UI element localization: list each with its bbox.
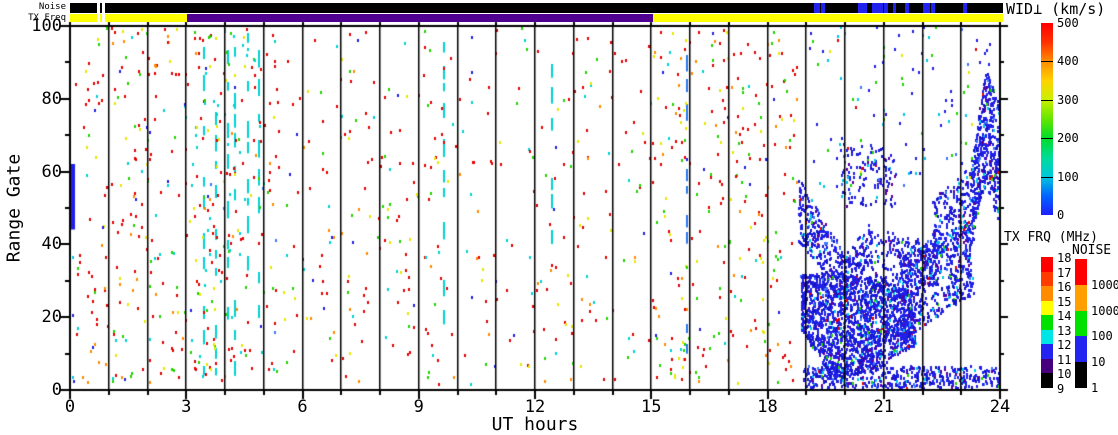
y-tick-label: 60 xyxy=(41,161,62,182)
x-tick-label: 12 xyxy=(524,397,546,417)
noise-strip-segment xyxy=(857,3,867,13)
noise-strip-segment xyxy=(922,3,930,13)
txfrq-tick-label: 15 xyxy=(1057,294,1072,309)
txfrq-colorbar-segment xyxy=(1041,358,1053,374)
txfrq-tick-label: 16 xyxy=(1057,280,1072,295)
wid-tick-label: 100 xyxy=(1057,169,1079,184)
txfrq-colorbar xyxy=(1041,257,1053,388)
x-tick-label: 24 xyxy=(989,397,1011,417)
txfrq-tick-label: 13 xyxy=(1057,323,1072,338)
noise-colorbar-segment xyxy=(1075,284,1087,311)
y-tick-label: 20 xyxy=(41,307,62,328)
noise-strip-segment xyxy=(892,3,897,13)
txfreq-strip-label: TX Freq xyxy=(28,13,66,23)
x-tick-label: 3 xyxy=(181,397,192,417)
noise-strip-gap xyxy=(97,3,100,13)
wid-colorbar-divider xyxy=(1041,99,1053,101)
noise-colorbar-segment xyxy=(1075,259,1087,285)
txfrq-colorbar-segment xyxy=(1041,271,1053,287)
txfrq-tick-label: 17 xyxy=(1057,265,1072,280)
y-tick-label: 40 xyxy=(41,234,62,255)
wid-colorbar-divider xyxy=(1041,176,1053,178)
noise-strip-segment xyxy=(871,3,884,13)
noise-strip xyxy=(70,3,1003,13)
txfrq-colorbar-segment xyxy=(1041,257,1053,272)
x-tick-label: 21 xyxy=(873,397,894,417)
noise-colorbar-segment xyxy=(1075,362,1087,388)
txfreq-strip-segment xyxy=(70,14,187,22)
noise-tick-label: 10000 xyxy=(1091,277,1118,292)
noise-strip-segment xyxy=(821,3,825,13)
noise-colorbar xyxy=(1075,259,1087,388)
txfrq-tick-label: 18 xyxy=(1057,251,1072,265)
noise-strip-gap xyxy=(102,3,105,13)
wid-colorbar xyxy=(1041,23,1053,215)
wid-tick-label: 300 xyxy=(1057,92,1079,107)
wid-colorbar-title: WID⊥ (km/s) xyxy=(1006,0,1106,18)
noise-tick-label: 1000 xyxy=(1091,303,1118,318)
wid-tick-label: 500 xyxy=(1057,16,1079,30)
x-tick-label: 15 xyxy=(641,397,662,417)
txfrq-colorbar-segment xyxy=(1041,315,1053,330)
wid-tick-label: 0 xyxy=(1057,208,1065,222)
txfreq-strip-segment xyxy=(186,14,654,22)
noise-colorbar-segment xyxy=(1075,336,1087,363)
x-tick-label: 0 xyxy=(64,397,76,417)
noise-strip-label: Noise xyxy=(38,2,66,12)
noise-strip-segment xyxy=(884,3,889,13)
noise-tick-label: 1 xyxy=(1091,381,1099,395)
y-tick-label: 80 xyxy=(41,88,62,109)
txfreq-strip-gap xyxy=(97,14,100,22)
txfreq-strip-gap xyxy=(102,14,105,22)
txfrq-colorbar-segment xyxy=(1041,286,1053,301)
noise-strip-segment xyxy=(904,3,909,13)
txfrq-tick-label: 10 xyxy=(1057,367,1072,382)
noise-strip-segment xyxy=(931,3,935,13)
noise-tick-label: 100 xyxy=(1091,329,1113,344)
x-tick-label: 9 xyxy=(413,397,424,417)
txfrq-colorbar-segment xyxy=(1041,329,1053,345)
noise-strip-segment xyxy=(814,3,820,13)
noise-strip-segment xyxy=(962,3,968,13)
txfrq-colorbar-segment xyxy=(1041,300,1053,316)
wid-colorbar-divider xyxy=(1041,61,1053,63)
txfreq-strip-segment xyxy=(653,14,1003,22)
x-axis-title: UT hours xyxy=(491,414,579,435)
wid-tick-label: 200 xyxy=(1057,131,1079,146)
wid-tick-label: 400 xyxy=(1057,54,1079,69)
noise-strip-segment xyxy=(70,3,1003,13)
txfrq-tick-label: 9 xyxy=(1057,382,1065,396)
txfrq-tick-label: 12 xyxy=(1057,338,1072,353)
txfrq-colorbar-segment xyxy=(1041,373,1053,388)
txfrq-tick-label: 11 xyxy=(1057,352,1072,367)
txfrq-tick-label: 14 xyxy=(1057,309,1072,324)
txfrq-colorbar-segment xyxy=(1041,344,1053,359)
noise-colorbar-segment xyxy=(1075,310,1087,337)
txfrq-colorbar-title: TX FRQ (MHz) xyxy=(1004,230,1098,245)
x-tick-label: 18 xyxy=(757,397,778,417)
txfreq-strip xyxy=(70,14,1003,22)
noise-tick-label: 10 xyxy=(1091,355,1106,370)
wid-colorbar-divider xyxy=(1041,138,1053,140)
y-tick-label: 100 xyxy=(31,16,62,36)
x-tick-label: 6 xyxy=(297,397,308,417)
y-tick-label: 0 xyxy=(51,380,62,400)
noise-colorbar-title: NOISE xyxy=(1072,243,1112,258)
